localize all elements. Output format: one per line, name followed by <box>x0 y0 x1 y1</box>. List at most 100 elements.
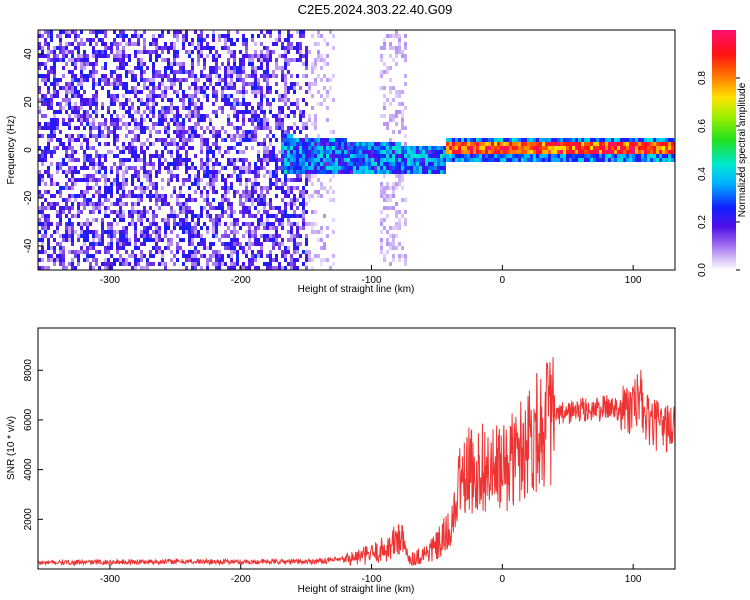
heatmap-cell <box>587 154 590 158</box>
heatmap-cell <box>608 138 611 142</box>
heatmap-cell <box>53 206 56 210</box>
heatmap-cell <box>542 154 545 158</box>
heatmap-cell <box>308 138 311 142</box>
heatmap-cell <box>290 166 293 170</box>
heatmap-cell <box>269 158 272 162</box>
heatmap-cell <box>191 98 194 102</box>
heatmap-cell <box>227 190 230 194</box>
heatmap-cell <box>89 30 92 34</box>
heatmap-cell <box>200 118 203 122</box>
heatmap-cell <box>80 226 83 230</box>
heatmap-cell <box>62 106 65 110</box>
heatmap-cell <box>317 138 320 142</box>
heatmap-cell <box>332 162 335 166</box>
heatmap-cell <box>152 214 155 218</box>
heatmap-cell <box>317 50 320 54</box>
heatmap-cell <box>251 190 254 194</box>
heatmap-cell <box>212 38 215 42</box>
heatmap-cell <box>395 186 398 190</box>
heatmap-cell <box>284 134 287 138</box>
heatmap-cell <box>110 234 113 238</box>
heatmap-cell <box>155 234 158 238</box>
heatmap-cell <box>425 162 428 166</box>
heatmap-cell <box>269 250 272 254</box>
heatmap-cell <box>41 206 44 210</box>
heatmap-cell <box>287 62 290 66</box>
heatmap-cell <box>380 242 383 246</box>
heatmap-cell <box>104 74 107 78</box>
heatmap-cell <box>110 114 113 118</box>
heatmap-cell <box>293 242 296 246</box>
heatmap-cell <box>311 226 314 230</box>
heatmap-cell <box>266 214 269 218</box>
heatmap-cell <box>473 138 476 142</box>
heatmap-cell <box>77 250 80 254</box>
heatmap-cell <box>590 138 593 142</box>
heatmap-cell <box>200 266 203 270</box>
heatmap-cell <box>182 254 185 258</box>
heatmap-cell <box>143 234 146 238</box>
heatmap-cell <box>155 174 158 178</box>
heatmap-cell <box>143 30 146 34</box>
heatmap-cell <box>77 78 80 82</box>
heatmap-cell <box>119 150 122 154</box>
heatmap-cell <box>656 146 659 150</box>
heatmap-cell <box>182 218 185 222</box>
heatmap-cell <box>197 38 200 42</box>
heatmap-cell <box>104 82 107 86</box>
heatmap-cell <box>251 234 254 238</box>
spectrogram-y-tick-label: 0 <box>23 147 34 153</box>
heatmap-cell <box>269 174 272 178</box>
heatmap-cell <box>569 138 572 142</box>
heatmap-cell <box>668 146 671 150</box>
heatmap-cell <box>161 154 164 158</box>
heatmap-cell <box>671 142 674 146</box>
heatmap-cell <box>86 222 89 226</box>
heatmap-cell <box>482 138 485 142</box>
heatmap-cell <box>380 154 383 158</box>
heatmap-cell <box>191 242 194 246</box>
heatmap-cell <box>143 38 146 42</box>
heatmap-cell <box>188 166 191 170</box>
heatmap-cell <box>254 110 257 114</box>
heatmap-cell <box>404 158 407 162</box>
heatmap-cell <box>62 234 65 238</box>
heatmap-cell <box>233 110 236 114</box>
heatmap-cell <box>251 262 254 266</box>
heatmap-cell <box>89 174 92 178</box>
heatmap-cell <box>68 30 71 34</box>
heatmap-cell <box>419 170 422 174</box>
heatmap-cell <box>164 46 167 50</box>
heatmap-cell <box>89 254 92 258</box>
heatmap-cell <box>143 190 146 194</box>
heatmap-cell <box>143 118 146 122</box>
heatmap-cell <box>188 158 191 162</box>
heatmap-cell <box>47 266 50 270</box>
heatmap-cell <box>62 250 65 254</box>
heatmap-cell <box>317 134 320 138</box>
heatmap-cell <box>44 42 47 46</box>
heatmap-cell <box>479 142 482 146</box>
heatmap-cell <box>86 186 89 190</box>
heatmap-cell <box>224 182 227 186</box>
heatmap-cell <box>56 102 59 106</box>
heatmap-cell <box>326 258 329 262</box>
heatmap-cell <box>149 94 152 98</box>
heatmap-cell <box>197 182 200 186</box>
heatmap-cell <box>563 146 566 150</box>
heatmap-cell <box>302 194 305 198</box>
heatmap-cell <box>110 238 113 242</box>
heatmap-cell <box>119 42 122 46</box>
heatmap-cell <box>59 162 62 166</box>
heatmap-cell <box>83 242 86 246</box>
heatmap-cell <box>140 166 143 170</box>
heatmap-cell <box>197 34 200 38</box>
heatmap-cell <box>182 102 185 106</box>
heatmap-cell <box>260 198 263 202</box>
heatmap-cell <box>200 42 203 46</box>
heatmap-cell <box>215 66 218 70</box>
heatmap-cell <box>53 118 56 122</box>
heatmap-cell <box>242 138 245 142</box>
heatmap-cell <box>170 70 173 74</box>
heatmap-cell <box>221 202 224 206</box>
